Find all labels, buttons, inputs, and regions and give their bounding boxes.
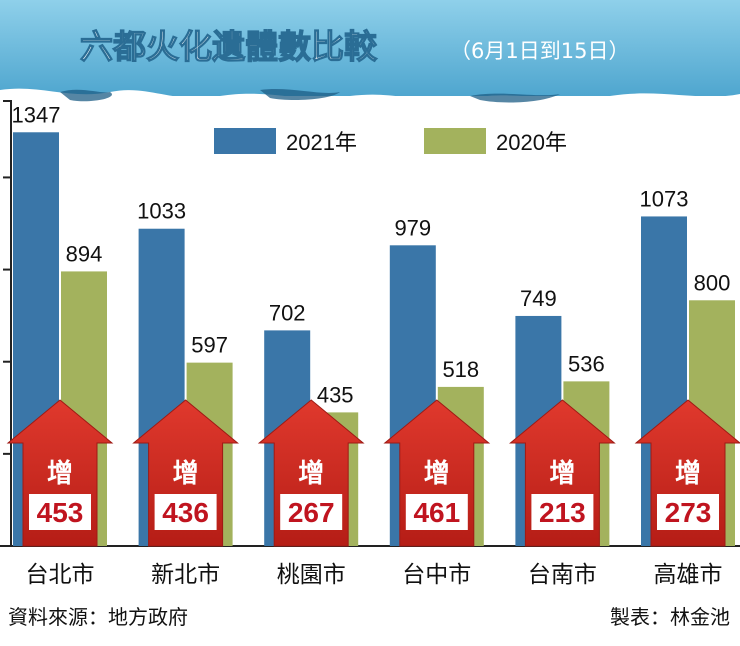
- increase-value: 267: [288, 497, 335, 528]
- increase-label: 增: [675, 458, 701, 489]
- legend-swatch-2020: [424, 128, 486, 154]
- x-tick-label: 台南市: [528, 562, 597, 588]
- increase-label: 增: [549, 458, 575, 489]
- increase-value-box: [657, 494, 719, 530]
- legend-label-2020: 2020年: [496, 130, 567, 155]
- data-label-2021: 702: [269, 300, 306, 325]
- increase-label: 增: [47, 458, 73, 489]
- increase-label: 增: [424, 458, 450, 489]
- legend: 2021年 2020年: [214, 128, 567, 155]
- data-label-2020: 800: [694, 270, 731, 295]
- increase-value-box: [29, 494, 91, 530]
- chart-title: 六都火化遺體數比較: [80, 27, 378, 66]
- increase-value: 453: [37, 497, 84, 528]
- x-tick-label: 台中市: [402, 562, 471, 588]
- x-tick-label: 新北市: [151, 562, 220, 588]
- legend-label-2021: 2021年: [286, 130, 357, 155]
- credit-note: 製表：林金池: [610, 605, 730, 629]
- banner-wave: [0, 88, 740, 132]
- x-tick-label: 台北市: [26, 562, 95, 588]
- data-label-2021: 749: [520, 286, 557, 311]
- increase-value-box: [154, 494, 217, 530]
- increase-value: 461: [413, 497, 460, 528]
- plot-layer: 1347 894 增 453 台北市 1033 597 增 436 新北市 702 435 增 267 桃園…: [6, 102, 740, 588]
- source-note: 資料來源：地方政府: [8, 605, 188, 629]
- increase-label: 增: [173, 458, 199, 489]
- x-tick-label: 高雄市: [654, 562, 723, 588]
- increase-value-box: [531, 494, 594, 530]
- data-label-2020: 536: [568, 351, 605, 376]
- legend-swatch-2021: [214, 128, 276, 154]
- data-label-2020: 597: [191, 333, 228, 358]
- data-label-2021: 1347: [12, 102, 61, 127]
- data-label-2021: 979: [394, 215, 431, 240]
- footer: 資料來源：地方政府 製表：林金池: [8, 605, 730, 629]
- banner-wave-dark: [60, 89, 560, 103]
- increase-label: 增: [298, 458, 324, 489]
- increase-value-box: [405, 494, 468, 530]
- chart-subtitle: （6月1日到15日）: [450, 39, 629, 63]
- data-label-2021: 1033: [137, 199, 186, 224]
- banner-background: [0, 0, 740, 96]
- increase-value: 273: [665, 497, 712, 528]
- increase-value-box: [280, 494, 343, 530]
- increase-value: 213: [539, 497, 586, 528]
- data-label-2020: 894: [66, 241, 103, 266]
- x-tick-label: 桃園市: [277, 562, 346, 588]
- data-label-2020: 518: [442, 357, 479, 382]
- axis-layer: [0, 100, 740, 547]
- title-banner: 六都火化遺體數比較 （6月1日到15日）: [0, 0, 740, 132]
- data-label-2021: 1073: [640, 186, 689, 211]
- increase-value: 436: [162, 497, 209, 528]
- data-label-2020: 435: [317, 382, 354, 407]
